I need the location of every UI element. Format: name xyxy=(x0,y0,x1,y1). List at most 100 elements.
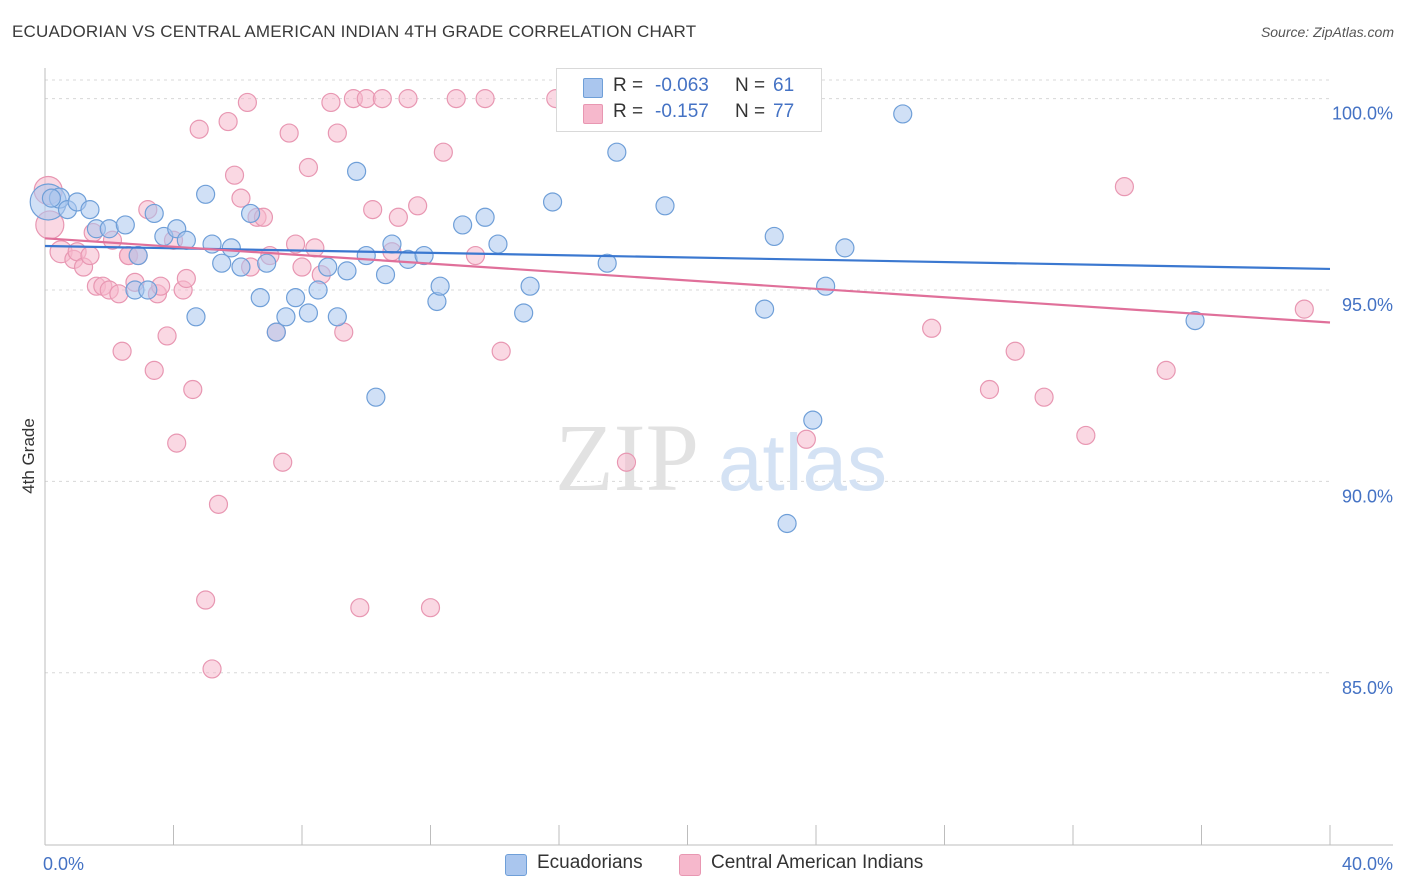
point-cai xyxy=(305,238,325,258)
point-cai xyxy=(491,341,511,361)
point-ecuadorian xyxy=(764,226,784,247)
point-cai xyxy=(465,245,486,266)
point-cai xyxy=(1156,360,1176,380)
legend-n-label: N = xyxy=(735,101,766,122)
points-layer xyxy=(29,89,1314,679)
point-cai xyxy=(273,452,293,472)
point-ecuadorian xyxy=(298,303,319,323)
y-tick-label: 90.0% xyxy=(1342,486,1393,506)
point-ecuadorian xyxy=(308,280,328,300)
legend-n-label: N = xyxy=(735,75,766,96)
chart-title: ECUADORIAN VS CENTRAL AMERICAN INDIAN 4T… xyxy=(12,22,697,41)
y-tick-label: 95.0% xyxy=(1342,295,1393,315)
point-cai xyxy=(183,379,203,400)
legend-swatch-ecuadorians xyxy=(583,78,603,98)
point-ecuadorian xyxy=(366,387,386,407)
point-ecuadorian xyxy=(514,303,534,323)
point-ecuadorian xyxy=(115,215,135,235)
point-ecuadorian xyxy=(382,234,402,254)
point-ecuadorian xyxy=(777,513,797,534)
point-ecuadorian xyxy=(655,196,675,216)
bottom-legend-label: Ecuadorians xyxy=(537,852,643,873)
point-cai xyxy=(616,452,637,472)
point-cai xyxy=(285,234,306,254)
bottom-legend-swatch-cai xyxy=(679,854,701,876)
point-cai xyxy=(446,89,466,109)
point-cai xyxy=(1005,341,1025,361)
point-ecuadorian xyxy=(520,276,540,296)
point-cai xyxy=(372,89,392,109)
point-cai xyxy=(80,245,100,266)
point-cai xyxy=(922,318,942,338)
point-cai xyxy=(1114,177,1135,197)
stats-legend: R = -0.063 N = 61 R = -0.157 N = 77 xyxy=(556,68,822,132)
point-ecuadorian xyxy=(414,245,434,266)
point-cai xyxy=(388,207,408,227)
point-cai xyxy=(157,326,177,346)
point-ecuadorian xyxy=(835,238,855,258)
point-cai xyxy=(327,123,347,143)
point-ecuadorian xyxy=(250,288,270,308)
point-ecuadorian xyxy=(186,307,206,327)
point-ecuadorian xyxy=(212,253,232,273)
point-ecuadorian xyxy=(1185,311,1205,331)
point-cai xyxy=(176,268,196,289)
legend-r-value: -0.063 xyxy=(655,75,709,96)
point-cai xyxy=(196,590,216,610)
y-axis-label: 4th Grade xyxy=(19,418,38,494)
point-cai xyxy=(475,89,495,109)
point-cai xyxy=(356,89,376,109)
point-ecuadorian xyxy=(99,219,119,239)
point-ecuadorian xyxy=(488,234,508,254)
legend-swatch-cai xyxy=(583,104,603,124)
y-tick-label: 100.0% xyxy=(1332,104,1393,124)
trend-layer xyxy=(44,237,1331,324)
point-cai xyxy=(112,341,132,361)
axis-layer: 85.0% 90.0% 95.0% 100.0% 0.0% 40.0% xyxy=(43,68,1393,874)
legend-r-label: R = xyxy=(613,75,644,96)
point-ecuadorian xyxy=(285,288,306,308)
point-ecuadorian xyxy=(144,203,164,224)
point-cai xyxy=(298,157,319,178)
point-cai xyxy=(1076,425,1096,446)
point-ecuadorian xyxy=(347,161,367,181)
point-cai xyxy=(1294,299,1314,319)
point-ecuadorian xyxy=(257,253,277,273)
legend-n-value: 77 xyxy=(773,101,795,122)
legend-r-label: R = xyxy=(613,101,644,122)
point-cai xyxy=(231,188,251,208)
point-ecuadorian xyxy=(138,280,158,300)
point-ecuadorian xyxy=(231,257,251,277)
point-cai xyxy=(109,284,129,304)
point-ecuadorian xyxy=(607,142,627,162)
point-cai xyxy=(350,598,370,618)
point-cai xyxy=(167,433,187,453)
x-tick-label-max: 40.0% xyxy=(1342,854,1393,874)
point-ecuadorian xyxy=(327,307,347,327)
bottom-legend-label: Central American Indians xyxy=(711,852,924,873)
point-ecuadorian xyxy=(196,184,216,204)
legend-r-value: -0.157 xyxy=(655,101,709,122)
point-ecuadorian xyxy=(816,276,836,296)
point-ecuadorian xyxy=(221,238,241,258)
point-cai xyxy=(408,196,428,216)
point-ecuadorian xyxy=(803,410,823,430)
point-ecuadorian xyxy=(266,322,286,342)
point-ecuadorian xyxy=(430,276,450,296)
point-cai xyxy=(363,200,383,220)
point-ecuadorian xyxy=(276,307,296,327)
trend-line-ecuadorian xyxy=(44,244,1331,271)
point-cai xyxy=(144,360,164,380)
point-ecuadorian xyxy=(893,104,913,124)
point-ecuadorian xyxy=(337,261,357,281)
point-ecuadorian xyxy=(475,207,495,227)
point-cai xyxy=(279,123,299,143)
trend-line-cai xyxy=(44,237,1331,324)
point-cai xyxy=(224,165,245,185)
y-tick-label: 85.0% xyxy=(1342,678,1393,698)
point-ecuadorian xyxy=(375,265,396,285)
point-ecuadorian xyxy=(128,245,148,266)
point-cai xyxy=(218,111,238,132)
point-cai xyxy=(202,659,222,679)
point-cai xyxy=(420,598,441,618)
